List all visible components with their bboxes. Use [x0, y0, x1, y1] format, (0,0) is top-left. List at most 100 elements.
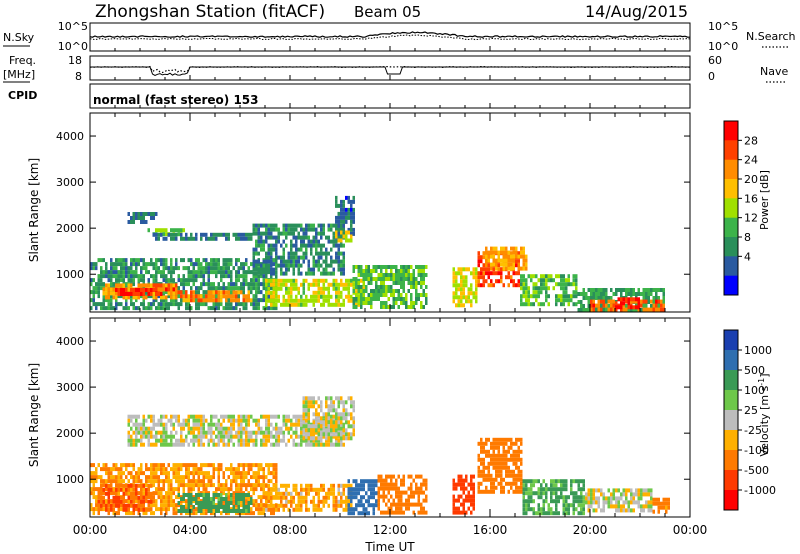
heatmap-cell	[185, 483, 188, 488]
heatmap-cell	[265, 298, 268, 303]
heatmap-cell	[142, 511, 145, 516]
heatmap-cell	[367, 273, 370, 277]
heatmap-cell	[410, 297, 413, 301]
heatmap-cell	[377, 293, 380, 297]
heatmap-cell	[642, 307, 645, 312]
heatmap-cell	[477, 275, 480, 280]
heatmap-cell	[250, 236, 253, 241]
heatmap-cell	[205, 511, 208, 516]
heatmap-cell	[95, 266, 98, 271]
heatmap-cell	[310, 396, 313, 401]
heatmap-cell	[590, 299, 593, 304]
heatmap-cell	[585, 296, 588, 300]
heatmap-cell	[477, 255, 480, 260]
heatmap-cell	[585, 500, 588, 505]
heatmap-cell	[265, 274, 268, 279]
heatmap-cell	[337, 416, 340, 421]
heatmap-cell	[320, 416, 323, 421]
heatmap-cell	[105, 499, 108, 504]
heatmap-cell	[515, 473, 518, 478]
heatmap-cell	[132, 507, 135, 512]
heatmap-cell	[205, 487, 208, 492]
heatmap-cell	[585, 308, 588, 312]
heatmap-cell	[502, 441, 505, 446]
heatmap-cell	[150, 294, 153, 299]
heatmap-cell	[642, 296, 645, 300]
heatmap-cell	[555, 507, 558, 512]
heatmap-cell	[92, 487, 95, 492]
heatmap-cell	[227, 286, 230, 291]
heatmap-cell	[110, 291, 113, 296]
heatmap-cell	[480, 461, 483, 466]
heatmap-cell	[452, 295, 455, 300]
heatmap-cell	[375, 269, 378, 273]
heatmap-cell	[165, 306, 168, 311]
heatmap-cell	[470, 478, 473, 483]
heatmap-cell	[317, 426, 320, 431]
heatmap-cell	[100, 491, 103, 496]
heatmap-cell	[187, 418, 190, 423]
heatmap-cell	[265, 251, 268, 256]
heatmap-cell	[557, 487, 560, 492]
heatmap-cell	[307, 424, 310, 429]
heatmap-cell	[187, 426, 190, 431]
heatmap-cell	[260, 463, 263, 468]
heatmap-cell	[172, 426, 175, 431]
heatmap-cell	[455, 510, 458, 515]
heatmap-cell	[315, 430, 318, 435]
heatmap-cell	[255, 239, 258, 244]
heatmap-cell	[205, 475, 208, 480]
heatmap-cell	[352, 286, 355, 291]
heatmap-cell	[462, 486, 465, 491]
heatmap-cell	[202, 422, 205, 427]
heatmap-cell	[582, 296, 585, 300]
heatmap-cell	[352, 507, 355, 512]
heatmap-cell	[377, 474, 380, 479]
heatmap-cell	[177, 290, 180, 295]
heatmap-cell	[232, 442, 235, 447]
heatmap-cell	[115, 511, 118, 516]
heatmap-cell	[517, 473, 520, 478]
heatmap-cell	[615, 301, 618, 306]
heatmap-cell	[385, 273, 388, 277]
heatmap-cell	[280, 243, 283, 248]
heatmap-cell	[135, 471, 138, 476]
heatmap-cell	[285, 243, 288, 248]
heatmap-cell	[400, 297, 403, 301]
heatmap-cell	[417, 474, 420, 479]
heatmap-cell	[475, 295, 478, 300]
heatmap-cell	[522, 495, 525, 500]
heatmap-cell	[137, 258, 140, 263]
heatmap-cell	[227, 298, 230, 303]
heatmap-cell	[117, 495, 120, 500]
heatmap-cell	[617, 288, 620, 292]
heatmap-cell	[560, 278, 563, 283]
heatmap-cell	[270, 306, 273, 311]
heatmap-cell	[332, 282, 335, 287]
heatmap-cell	[237, 438, 240, 443]
heatmap-cell	[115, 306, 118, 311]
heatmap-cell	[537, 491, 540, 496]
heatmap-cell	[162, 487, 165, 492]
heatmap-cell	[325, 495, 328, 500]
heatmap-cell	[172, 278, 175, 283]
heatmap-cell	[467, 267, 470, 272]
heatmap-cell	[210, 232, 213, 237]
heatmap-cell	[130, 438, 133, 443]
heatmap-cell	[217, 306, 220, 311]
heatmap-cell	[195, 493, 198, 497]
heatmap-cell	[122, 483, 125, 488]
heatmap-cell	[135, 475, 138, 480]
heatmap-cell	[535, 491, 538, 496]
heatmap-cell	[565, 483, 568, 488]
heatmap-cell	[265, 278, 268, 283]
heatmap-cell	[250, 434, 253, 439]
heatmap-cell	[190, 503, 193, 508]
heatmap-cell	[297, 223, 300, 228]
heatmap-cell	[382, 482, 385, 487]
heatmap-cell	[130, 270, 133, 275]
heatmap-cell	[422, 265, 425, 269]
heatmap-cell	[247, 286, 250, 291]
heatmap-cell	[217, 479, 220, 484]
heatmap-cell	[212, 294, 215, 299]
